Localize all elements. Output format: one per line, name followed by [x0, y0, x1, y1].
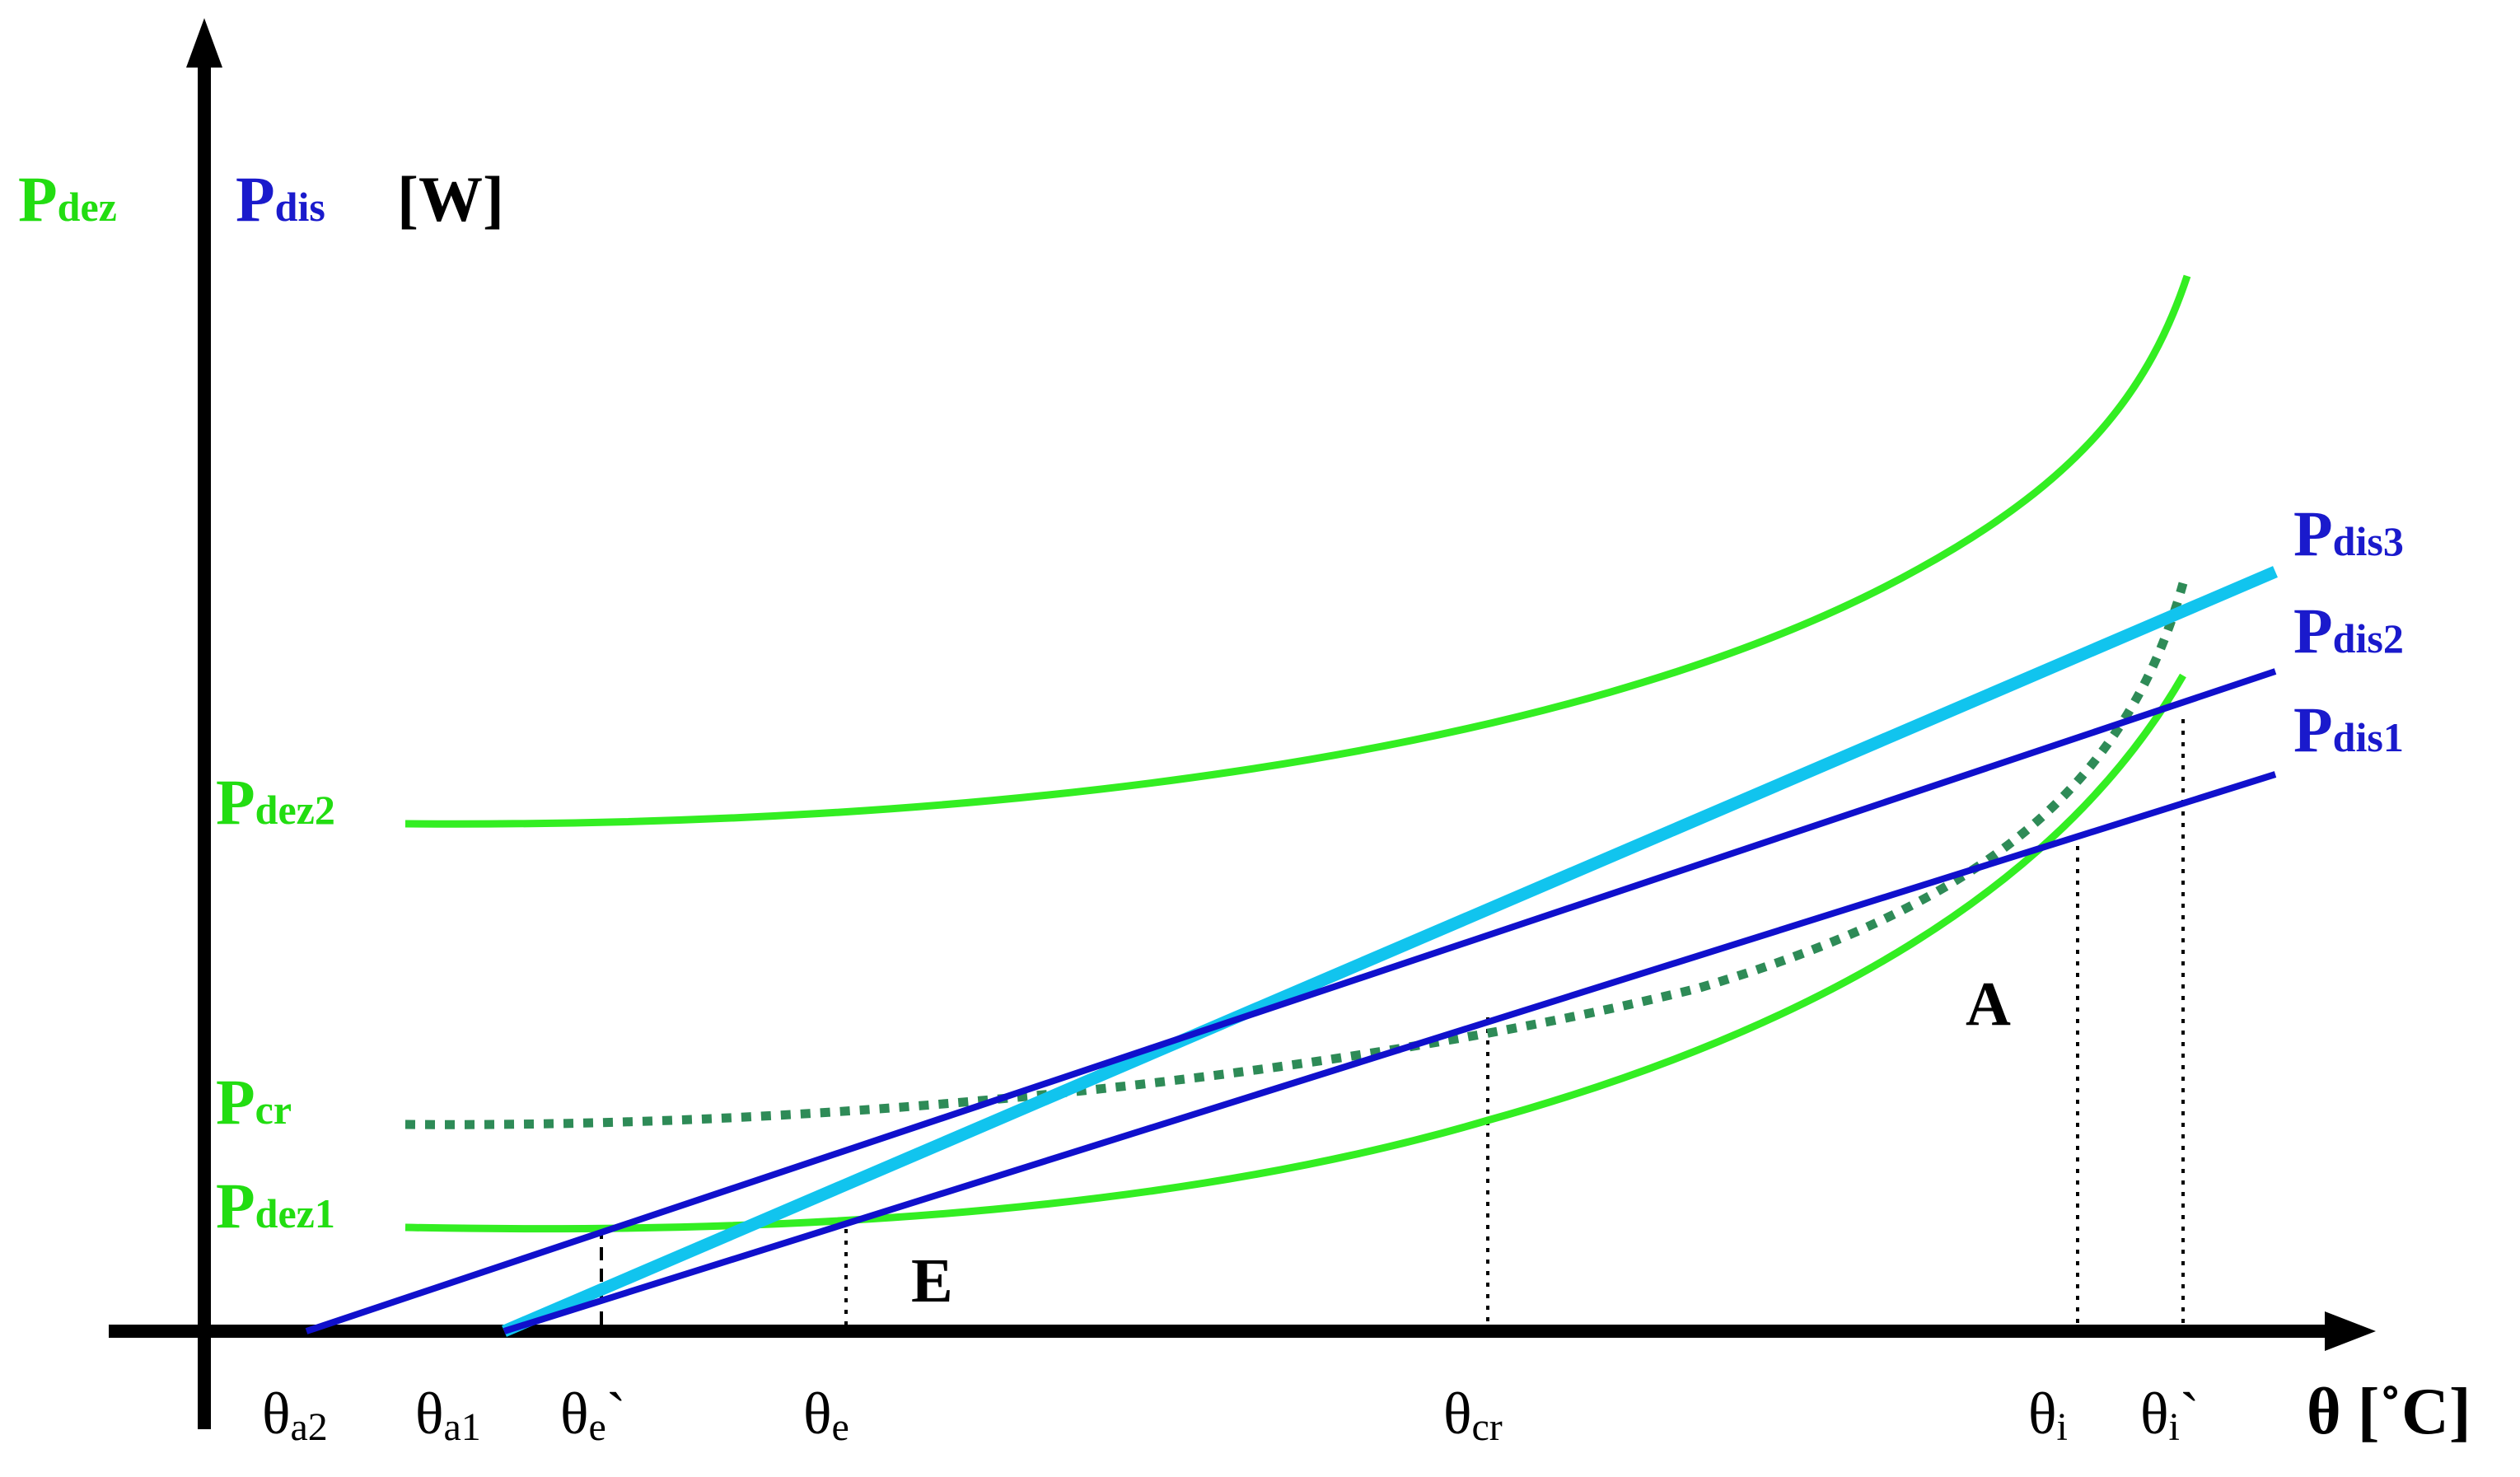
x-axis-label: θ [˚C] — [2307, 1376, 2471, 1448]
label-pcr: Pcr — [216, 1066, 292, 1138]
pdis1-line — [503, 771, 2277, 1334]
x-tick-theta-a1: θa1 — [415, 1381, 481, 1449]
x-tick-labels: θa2 θa1 θe` θe θcr θi θi` — [262, 1381, 2200, 1449]
label-pdez1: Pdez1 — [216, 1170, 335, 1241]
ylabel-unit: [W] — [397, 163, 504, 235]
x-tick-theta-cr: θcr — [1443, 1381, 1503, 1449]
x-tick-theta-i-prime: θi` — [2140, 1381, 2200, 1449]
y-axis-label: Pdez Pdis [W] — [18, 163, 504, 235]
ylabel-pdis: Pdis — [236, 163, 325, 235]
x-tick-theta-i: θi — [2028, 1381, 2068, 1449]
curve-labels-right: Pdis3 Pdis2 Pdis1 — [2293, 498, 2404, 765]
pcr-curve — [404, 582, 2188, 1129]
point-E: E — [911, 1246, 953, 1316]
x-tick-theta-e-prime: θe` — [560, 1381, 626, 1449]
x-tick-theta-a2: θa2 — [262, 1381, 328, 1449]
pdez1-curve — [404, 673, 2186, 1233]
ylabel-pdez: Pdez — [18, 163, 117, 235]
point-A: A — [1966, 970, 2011, 1039]
projection-lines — [600, 719, 2185, 1331]
axes — [109, 18, 2376, 1429]
label-pdis3: Pdis3 — [2293, 498, 2404, 569]
x-tick-theta-e: θe — [803, 1381, 849, 1449]
heat-generation-curves — [404, 274, 2191, 1233]
label-pdis1: Pdis1 — [2293, 694, 2404, 765]
label-pdis2: Pdis2 — [2293, 595, 2404, 666]
pdis2-line — [305, 668, 2277, 1334]
heat-dissipation-lines — [305, 566, 2278, 1337]
curve-labels-left: Pdez2 Pcr Pdez1 — [216, 766, 335, 1241]
x-axis-arrowhead — [2325, 1311, 2376, 1351]
label-pdez2: Pdez2 — [216, 766, 335, 838]
pdez2-curve — [404, 274, 2191, 828]
y-axis-arrowhead — [186, 18, 222, 68]
pdis3-line — [502, 566, 2278, 1337]
